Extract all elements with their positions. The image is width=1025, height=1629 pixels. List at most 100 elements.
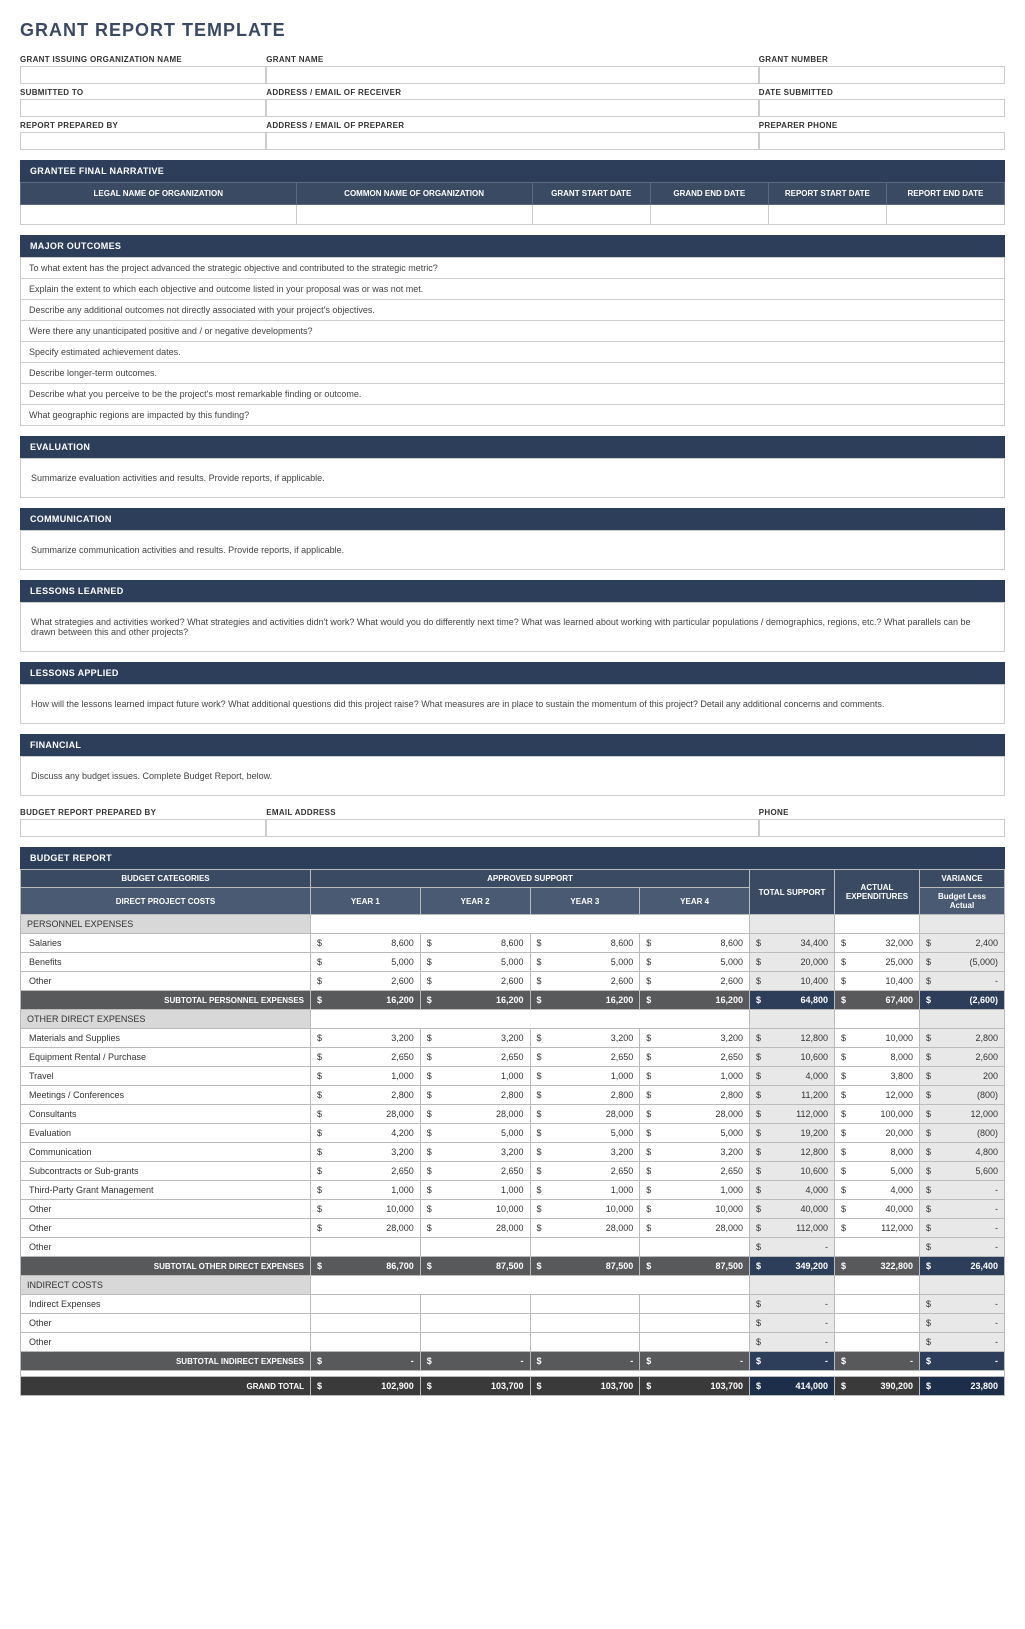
budget-cell: $8,600 xyxy=(420,934,530,953)
budget-cell: $28,000 xyxy=(420,1105,530,1124)
field-input[interactable] xyxy=(20,99,266,117)
budget-cell: $34,400 xyxy=(750,934,835,953)
narrative-cell[interactable] xyxy=(296,205,532,225)
budget-row-label: Consultants xyxy=(21,1105,311,1124)
field-input[interactable] xyxy=(20,66,266,84)
section-text[interactable]: Summarize evaluation activities and resu… xyxy=(20,458,1005,498)
section-text[interactable]: Discuss any budget issues. Complete Budg… xyxy=(20,756,1005,796)
year-header: YEAR 2 xyxy=(420,888,530,915)
budget-cell xyxy=(311,1314,421,1333)
budget-cell: $- xyxy=(750,1238,835,1257)
budget-cell xyxy=(640,1295,750,1314)
budget-cell: $2,650 xyxy=(640,1048,750,1067)
budget-row-label: Travel xyxy=(21,1067,311,1086)
subtotal-label: SUBTOTAL PERSONNEL EXPENSES xyxy=(21,991,311,1010)
budget-cell: $16,200 xyxy=(530,991,640,1010)
field-label: SUBMITTED TO xyxy=(20,86,266,99)
budget-cell: $28,000 xyxy=(420,1219,530,1238)
budget-cell: $2,800 xyxy=(920,1029,1005,1048)
narrative-col: COMMON NAME OF ORGANIZATION xyxy=(296,183,532,205)
narrative-cell[interactable] xyxy=(650,205,768,225)
section-text[interactable]: Summarize communication activities and r… xyxy=(20,530,1005,570)
budget-cell xyxy=(420,1295,530,1314)
budget-cell xyxy=(311,1238,421,1257)
budget-cell: $- xyxy=(530,1352,640,1371)
narrative-cell[interactable] xyxy=(532,205,650,225)
field-input[interactable] xyxy=(266,66,759,84)
field-input[interactable] xyxy=(20,819,266,837)
narrative-col: REPORT START DATE xyxy=(768,183,886,205)
field-input[interactable] xyxy=(266,819,759,837)
budget-cell: $16,200 xyxy=(420,991,530,1010)
budget-cell: $8,600 xyxy=(530,934,640,953)
budget-cell: $28,000 xyxy=(640,1105,750,1124)
field-label: EMAIL ADDRESS xyxy=(266,806,759,819)
budget-cell: $- xyxy=(920,1295,1005,1314)
budget-cell: $103,700 xyxy=(640,1377,750,1396)
budget-cell: $28,000 xyxy=(311,1219,421,1238)
section-text[interactable]: How will the lessons learned impact futu… xyxy=(20,684,1005,724)
budget-cell xyxy=(835,1238,920,1257)
budget-cell: $- xyxy=(920,1219,1005,1238)
budget-cell: $4,000 xyxy=(750,1181,835,1200)
outcomes-list: To what extent has the project advanced … xyxy=(20,257,1005,426)
field-input[interactable] xyxy=(266,99,759,117)
field-input[interactable] xyxy=(759,99,1005,117)
budget-cell: $3,800 xyxy=(835,1067,920,1086)
budget-cell: $2,600 xyxy=(640,972,750,991)
section-text[interactable]: What strategies and activities worked? W… xyxy=(20,602,1005,652)
budget-cell: $10,600 xyxy=(750,1048,835,1067)
field-input[interactable] xyxy=(20,132,266,150)
field-label: GRANT NUMBER xyxy=(759,53,1005,66)
budget-cell: $12,000 xyxy=(920,1105,1005,1124)
narrative-cell[interactable] xyxy=(768,205,886,225)
budget-cell: $- xyxy=(920,1314,1005,1333)
outcome-item: Explain the extent to which each objecti… xyxy=(21,279,1004,300)
budget-row-label: Indirect Expenses xyxy=(21,1295,311,1314)
field-label: ADDRESS / EMAIL OF PREPARER xyxy=(266,119,759,132)
budget-cell xyxy=(420,1238,530,1257)
budget-cell: $4,000 xyxy=(750,1067,835,1086)
budget-cell: $8,000 xyxy=(835,1048,920,1067)
budget-cell: $2,650 xyxy=(640,1162,750,1181)
budget-cell xyxy=(530,1238,640,1257)
section-header: FINANCIAL xyxy=(20,734,1005,756)
budget-cell: $10,400 xyxy=(750,972,835,991)
year-header: YEAR 3 xyxy=(530,888,640,915)
budget-row-label: Salaries xyxy=(21,934,311,953)
budget-cell: $40,000 xyxy=(750,1200,835,1219)
budget-cell: $25,000 xyxy=(835,953,920,972)
narrative-cell[interactable] xyxy=(21,205,297,225)
budget-cell: $86,700 xyxy=(311,1257,421,1276)
header-fields-block: GRANT ISSUING ORGANIZATION NAMEGRANT NAM… xyxy=(20,53,1005,150)
budget-cell: $- xyxy=(920,1181,1005,1200)
field-input[interactable] xyxy=(266,132,759,150)
budget-cell: $28,000 xyxy=(640,1219,750,1238)
outcome-item: To what extent has the project advanced … xyxy=(21,258,1004,279)
field-input[interactable] xyxy=(759,819,1005,837)
budget-cell: $390,200 xyxy=(835,1377,920,1396)
budget-cell: $3,200 xyxy=(311,1029,421,1048)
budget-cell: $10,400 xyxy=(835,972,920,991)
narrative-cell[interactable] xyxy=(886,205,1004,225)
field-label: DATE SUBMITTED xyxy=(759,86,1005,99)
field-input[interactable] xyxy=(759,66,1005,84)
narrative-col: GRANT START DATE xyxy=(532,183,650,205)
budget-cell: $10,000 xyxy=(311,1200,421,1219)
field-input[interactable] xyxy=(759,132,1005,150)
budget-cell: $2,650 xyxy=(530,1048,640,1067)
outcome-item: Specify estimated achievement dates. xyxy=(21,342,1004,363)
budget-cell xyxy=(420,1314,530,1333)
budget-cell xyxy=(530,1314,640,1333)
grand-total-label: GRAND TOTAL xyxy=(21,1377,311,1396)
budget-cell: $103,700 xyxy=(530,1377,640,1396)
budget-table: BUDGET CATEGORIES APPROVED SUPPORT TOTAL… xyxy=(20,869,1005,1396)
budget-cell: $3,200 xyxy=(420,1029,530,1048)
budget-cell: $2,650 xyxy=(420,1162,530,1181)
subtotal-label: SUBTOTAL OTHER DIRECT EXPENSES xyxy=(21,1257,311,1276)
field-label: PREPARER PHONE xyxy=(759,119,1005,132)
variance-header: VARIANCE xyxy=(920,870,1005,888)
budget-cell: $2,650 xyxy=(530,1162,640,1181)
budget-cell: $10,000 xyxy=(530,1200,640,1219)
budget-cell: $102,900 xyxy=(311,1377,421,1396)
